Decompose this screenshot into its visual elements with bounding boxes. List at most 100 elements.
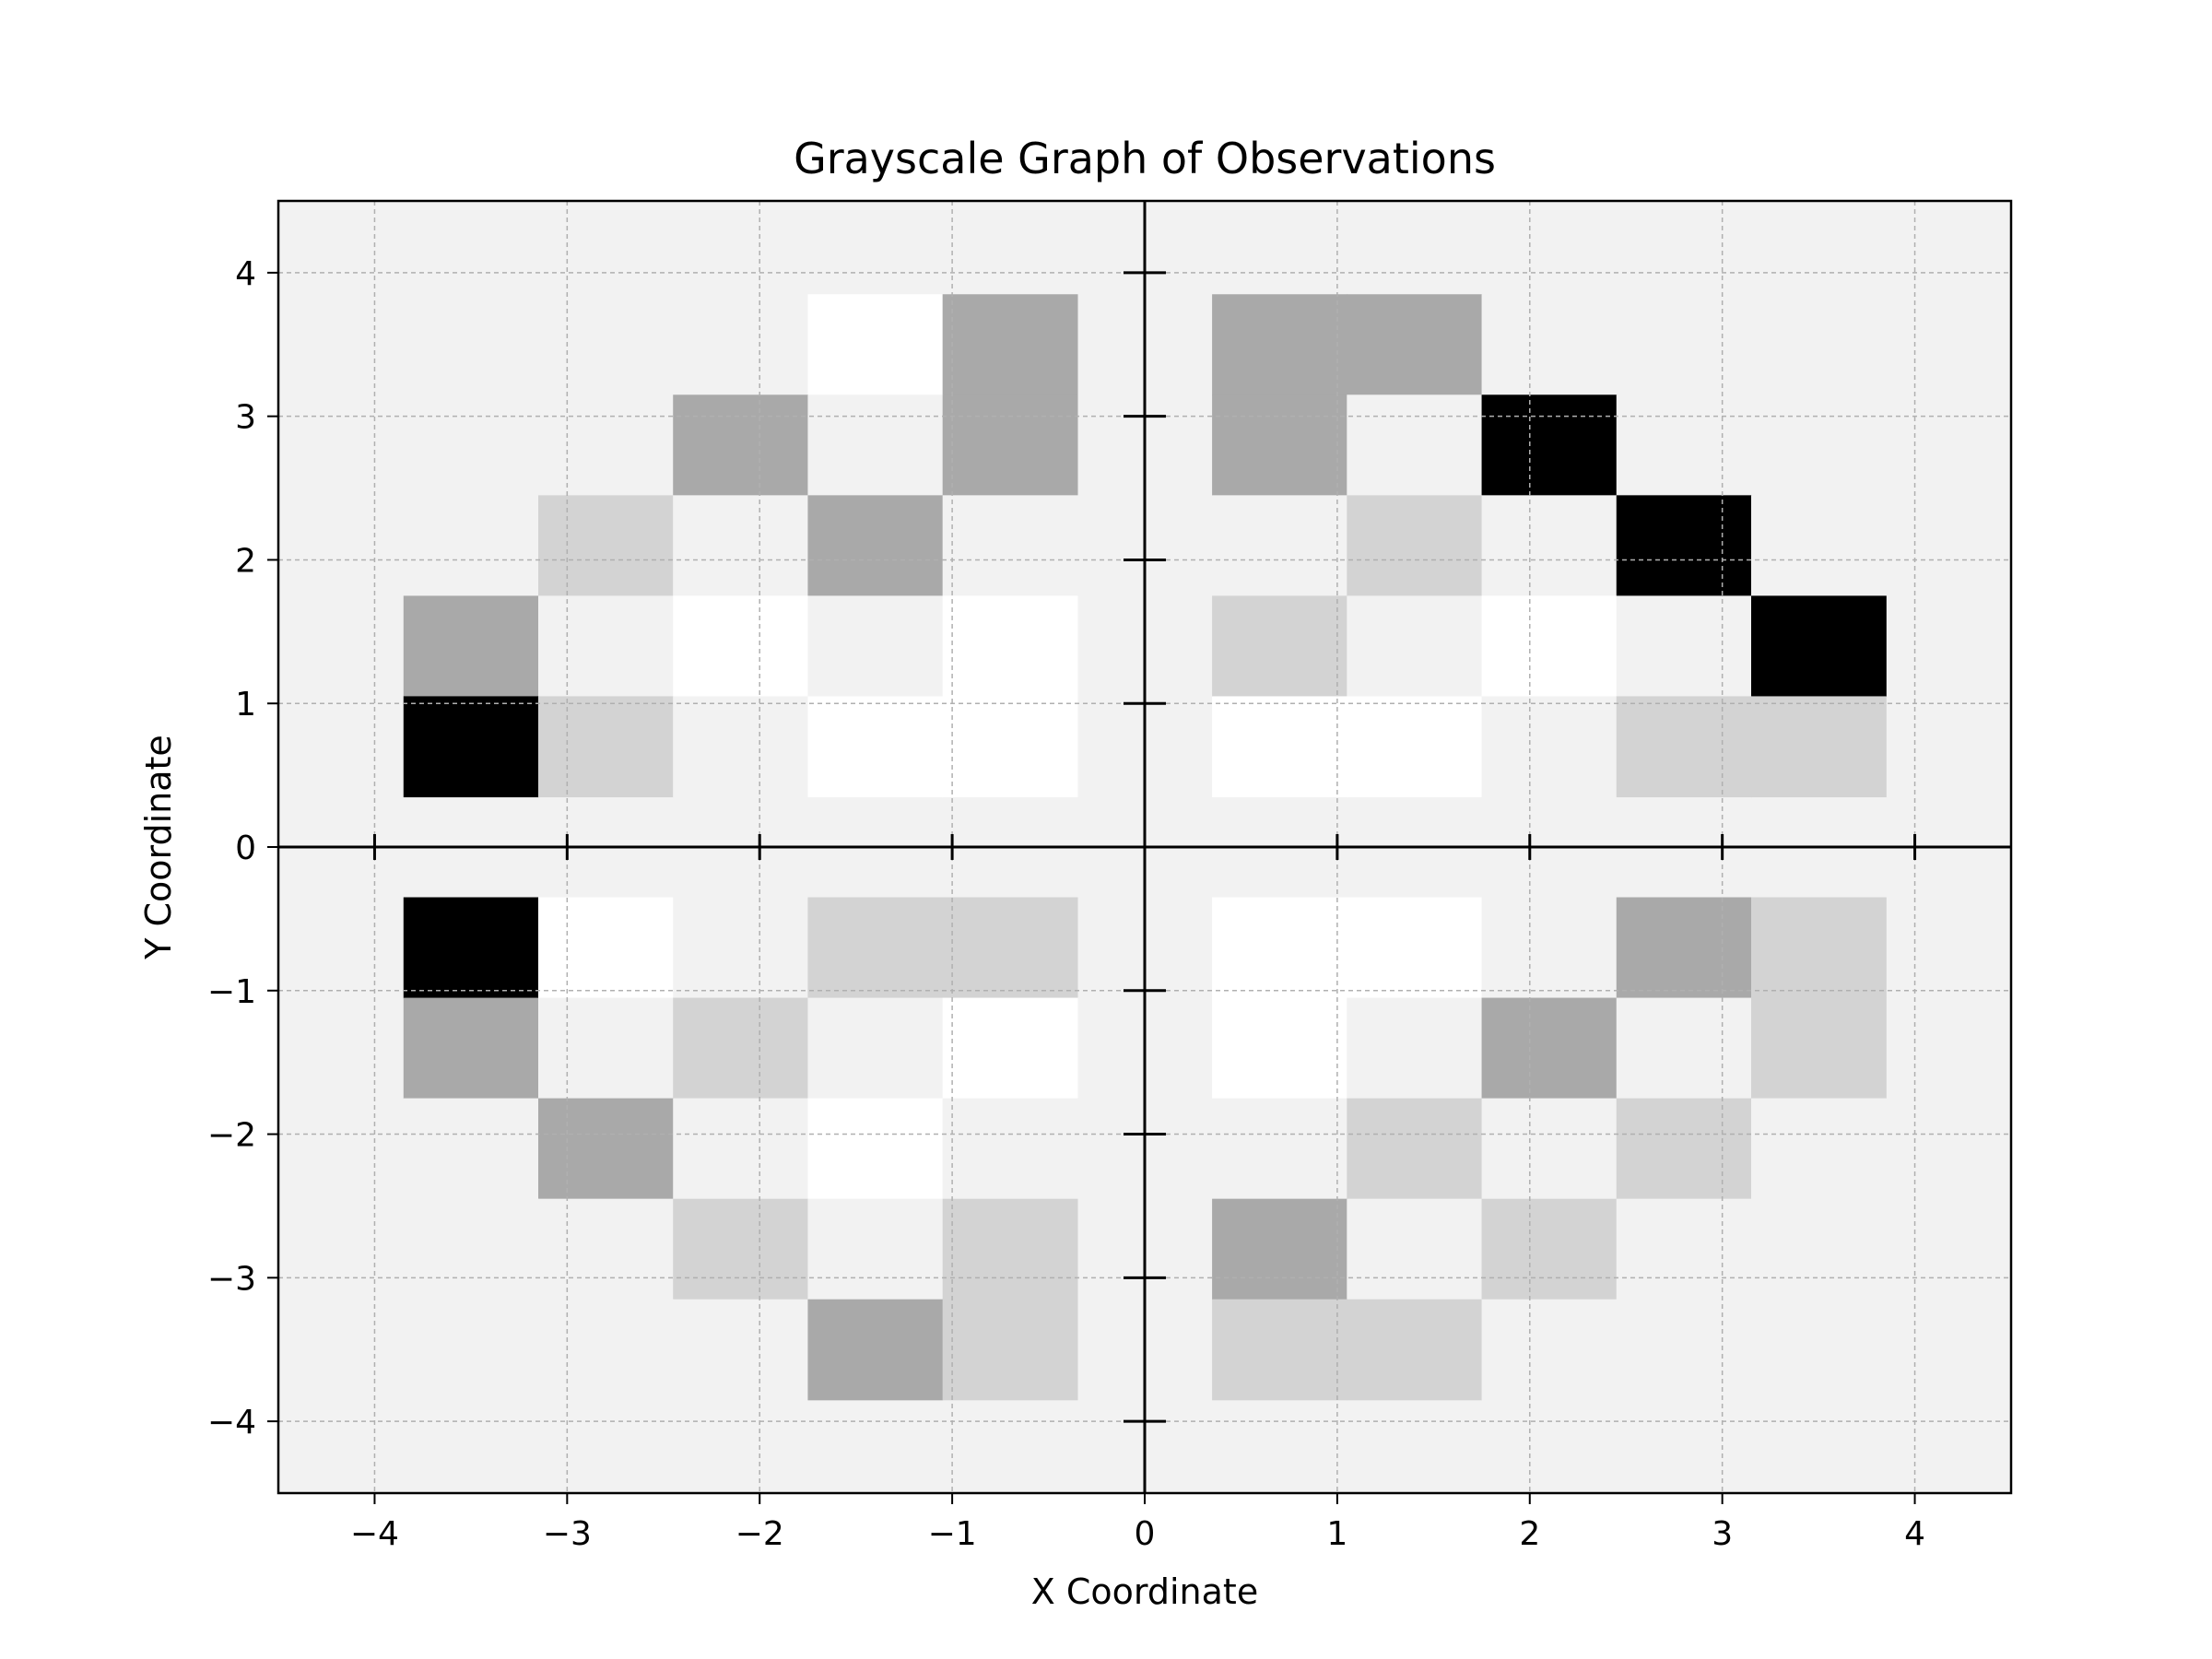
heatmap-cell: [807, 696, 944, 798]
heatmap-cell: [403, 495, 539, 596]
x-tick-label: −2: [735, 1515, 784, 1553]
heatmap-cell: [1616, 294, 1752, 395]
y-tick-label: 4: [235, 255, 256, 293]
heatmap-cell: [673, 394, 809, 496]
heatmap-cell: [1751, 997, 1887, 1100]
heatmap-cell: [1751, 897, 1887, 999]
heatmap-cell: [942, 1299, 1078, 1401]
heatmap-cell: [538, 997, 674, 1100]
heatmap-cell: [1347, 495, 1483, 596]
heatmap-cell: [403, 696, 539, 798]
heatmap-cell: [538, 294, 674, 395]
heatmap-cell: [1481, 495, 1618, 596]
heatmap-cell: [1481, 897, 1618, 999]
heatmap-cell: [807, 595, 944, 698]
x-tick-label: 4: [1904, 1515, 1925, 1553]
heatmap-cell: [403, 897, 539, 999]
y-tick-label: 1: [235, 686, 256, 724]
heatmap-cell: [1481, 294, 1618, 395]
heatmap-cell: [1616, 1098, 1752, 1200]
heatmap-cell: [1751, 394, 1887, 496]
heatmap-cell: [1481, 1198, 1618, 1300]
heatmap-cell: [1481, 394, 1618, 496]
heatmap-cell: [673, 1198, 809, 1300]
heatmap-cell: [807, 1098, 944, 1200]
heatmap-cell: [403, 997, 539, 1100]
x-tick-label: −1: [928, 1515, 977, 1553]
heatmap-cell: [538, 394, 674, 496]
heatmap-cell: [403, 394, 539, 496]
heatmap-cell: [1751, 294, 1887, 395]
center-axes: [278, 201, 2011, 1493]
heatmap-cell: [1616, 897, 1752, 999]
heatmap-cell: [942, 1198, 1078, 1300]
heatmap-cell: [1481, 1299, 1618, 1401]
heatmap-cell: [1212, 294, 1347, 395]
heatmap-cell: [807, 897, 944, 999]
heatmap-cell: [1212, 1299, 1347, 1401]
heatmap-cell: [1751, 1198, 1887, 1300]
heatmap-cell: [538, 1098, 674, 1200]
heatmap-cell: [1751, 696, 1887, 798]
heatmap-cell: [538, 495, 674, 596]
heatmap-cell: [1347, 1098, 1483, 1200]
heatmap-cell: [1347, 897, 1483, 999]
heatmap-cell: [1751, 1299, 1887, 1401]
heatmap-cell: [1481, 696, 1618, 798]
heatmap-cell: [403, 1098, 539, 1200]
heatmap-cell: [807, 394, 944, 496]
x-tick-label: −3: [543, 1515, 592, 1553]
heatmap-cell: [1212, 595, 1347, 698]
heatmap-cell: [1347, 1299, 1483, 1401]
heatmap-cell: [942, 495, 1078, 596]
heatmap-cell: [1616, 495, 1752, 596]
y-tick-label: 2: [235, 542, 256, 580]
heatmap-cell: [538, 1299, 674, 1401]
heatmap-cell: [942, 394, 1078, 496]
y-axis-ticks: −4 −3 −2 −1 0 1 2 3 4: [207, 255, 278, 1441]
x-tick-label: −4: [350, 1515, 399, 1553]
heatmap-cell: [403, 1299, 539, 1401]
heatmap-cell: [807, 997, 944, 1100]
heatmap-cell: [673, 997, 809, 1100]
heatmap-cell: [942, 1098, 1078, 1200]
heatmap-cell: [673, 495, 809, 596]
heatmap-cell: [1616, 1198, 1752, 1300]
heatmap-cell: [673, 595, 809, 698]
heatmap-cell: [1751, 595, 1887, 698]
heatmap-cell: [538, 1198, 674, 1300]
heatmap-cell: [673, 1098, 809, 1200]
y-tick-label: 3: [235, 399, 256, 437]
heatmap-cell: [1347, 394, 1483, 496]
heatmap-cell: [1347, 696, 1483, 798]
heatmap-cell: [807, 495, 944, 596]
heatmap-cell: [1481, 595, 1618, 698]
heatmap-cell: [942, 696, 1078, 798]
heatmap-cell: [1212, 897, 1347, 999]
heatmap-cell: [673, 897, 809, 999]
y-tick-label: −1: [207, 973, 256, 1011]
heatmap-cell: [1616, 394, 1752, 496]
heatmap-cell: [673, 696, 809, 798]
heatmap-cell: [942, 897, 1078, 999]
heatmap-cell: [673, 1299, 809, 1401]
y-tick-label: −3: [207, 1260, 256, 1298]
heatmap-cell: [1212, 394, 1347, 496]
heatmap-cell: [538, 595, 674, 698]
heatmap-cell: [1616, 997, 1752, 1100]
heatmap-cell: [1616, 595, 1752, 698]
heatmap-cell: [1212, 1098, 1347, 1200]
heatmap-cell: [1481, 1098, 1618, 1200]
x-tick-label: 1: [1326, 1515, 1347, 1553]
heatmap-cell: [807, 294, 944, 395]
heatmap-cell: [1212, 997, 1347, 1100]
heatmap-cell: [538, 897, 674, 999]
heatmap-cell: [1347, 294, 1483, 395]
heatmap-cell: [673, 294, 809, 395]
heatmap-cell: [403, 595, 539, 698]
chart-title: Grayscale Graph of Observations: [794, 134, 1496, 183]
x-axis-label: X Coordinate: [1031, 1571, 1258, 1612]
heatmap-cell: [1347, 997, 1483, 1100]
heatmap-cell: [538, 696, 674, 798]
